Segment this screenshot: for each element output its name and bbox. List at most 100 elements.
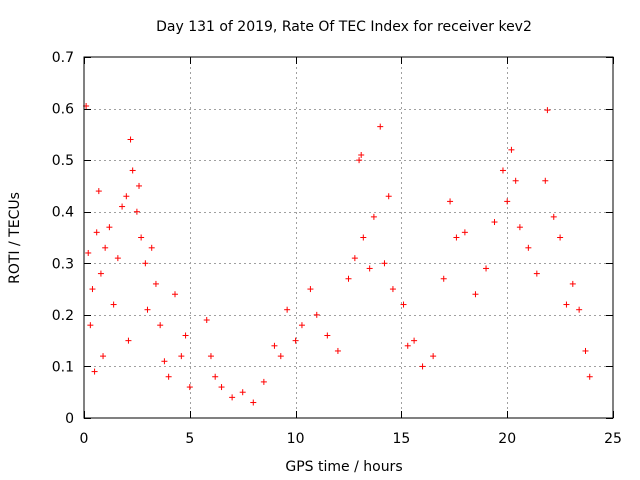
data-point <box>370 213 377 220</box>
data-point <box>277 353 284 360</box>
axis-ticks: 0 5 10 15 20 25 0 0.1 0.2 0.3 0.4 0.5 0.6 0.7 <box>52 50 622 447</box>
data-point <box>250 399 257 406</box>
chart-title: Day 131 of 2019, Rate Of TEC Index for r… <box>156 19 532 35</box>
data-point <box>114 255 121 262</box>
data-point <box>165 373 172 380</box>
x-tick-label: 0 <box>80 431 89 447</box>
y-tick-label: 0.1 <box>52 359 74 375</box>
x-axis-label: GPS time / hours <box>285 459 402 475</box>
data-point <box>178 353 185 360</box>
data-point <box>582 347 589 354</box>
data-point <box>95 188 102 195</box>
data-point <box>550 213 557 220</box>
data-point <box>119 203 126 210</box>
data-point <box>360 234 367 241</box>
data-point <box>298 322 305 329</box>
data-point <box>356 157 363 164</box>
data-point <box>97 270 104 277</box>
x-tick-label: 5 <box>185 431 194 447</box>
y-tick-label: 0.6 <box>52 102 74 118</box>
data-point <box>106 224 113 231</box>
data-point <box>404 342 411 349</box>
data-point <box>440 275 447 282</box>
data-point <box>491 219 498 226</box>
y-tick-label: 0.4 <box>52 205 74 221</box>
data-point <box>400 301 407 308</box>
data-point <box>125 337 132 344</box>
data-point <box>110 301 117 308</box>
data-point <box>152 280 159 287</box>
data-point <box>161 358 168 365</box>
data-point <box>472 291 479 298</box>
data-point <box>453 234 460 241</box>
data-point <box>324 332 331 339</box>
data-point <box>430 353 437 360</box>
data-point <box>461 229 468 236</box>
data-point <box>358 151 365 158</box>
data-point <box>499 167 506 174</box>
data-point <box>229 394 236 401</box>
data-point <box>533 270 540 277</box>
grid-lines <box>84 57 613 418</box>
data-point <box>483 265 490 272</box>
x-tick-label: 15 <box>392 431 410 447</box>
data-point <box>100 353 107 360</box>
data-point <box>93 229 100 236</box>
data-point <box>212 373 219 380</box>
data-point <box>419 363 426 370</box>
data-point <box>525 244 532 251</box>
x-tick-label: 20 <box>498 431 516 447</box>
data-point <box>148 244 155 251</box>
data-point <box>563 301 570 308</box>
data-point <box>144 306 151 313</box>
data-point <box>313 311 320 318</box>
data-point <box>516 224 523 231</box>
data-point <box>389 286 396 293</box>
plot-frame <box>83 56 614 419</box>
data-point <box>504 198 511 205</box>
data-point <box>91 368 98 375</box>
data-point <box>377 123 384 130</box>
data-point <box>411 337 418 344</box>
data-point <box>136 182 143 189</box>
data-point <box>218 384 225 391</box>
data-point <box>89 286 96 293</box>
x-tick-label: 25 <box>604 431 622 447</box>
data-point <box>447 198 454 205</box>
data-point <box>512 177 519 184</box>
x-tick-label: 10 <box>287 431 305 447</box>
data-point <box>576 306 583 313</box>
data-point <box>239 389 246 396</box>
data-point <box>123 193 130 200</box>
data-point <box>157 322 164 329</box>
data-point <box>102 244 109 251</box>
data-point <box>381 260 388 267</box>
data-point <box>557 234 564 241</box>
data-point <box>260 378 267 385</box>
y-tick-label: 0.5 <box>52 153 74 169</box>
data-point <box>129 167 136 174</box>
data-point <box>138 234 145 241</box>
data-point <box>307 286 314 293</box>
data-point <box>292 337 299 344</box>
data-point <box>284 306 291 313</box>
data-point <box>508 146 515 153</box>
data-point <box>186 384 193 391</box>
y-tick-label: 0 <box>65 411 74 427</box>
data-point <box>544 107 551 114</box>
y-tick-label: 0.7 <box>52 50 74 66</box>
data-point <box>542 177 549 184</box>
data-point <box>334 347 341 354</box>
data-point <box>203 317 210 324</box>
data-point <box>207 353 214 360</box>
data-point <box>345 275 352 282</box>
data-point <box>586 373 593 380</box>
data-point <box>171 291 178 298</box>
data-point <box>87 322 94 329</box>
y-tick-label: 0.3 <box>52 256 74 272</box>
data-points <box>83 102 593 406</box>
data-point <box>271 342 278 349</box>
y-axis-label: ROTI / TECUs <box>7 192 23 284</box>
data-point <box>569 280 576 287</box>
